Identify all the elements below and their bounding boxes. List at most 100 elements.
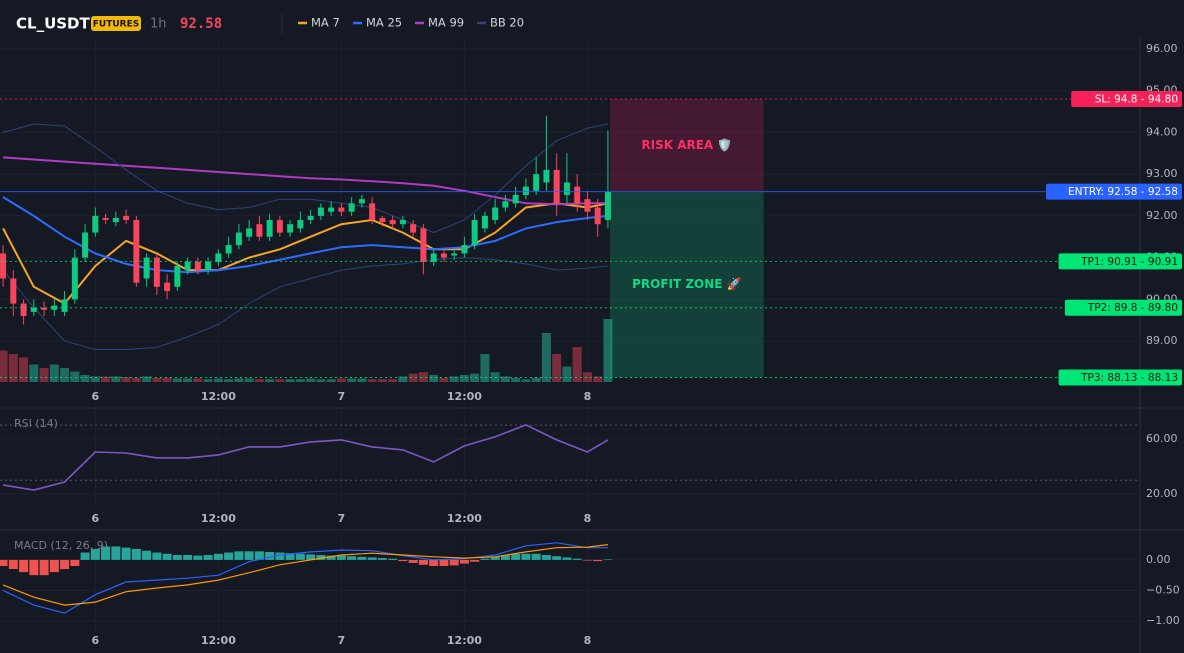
legend-label: MA 7 <box>311 16 340 30</box>
volume-bar <box>541 333 551 382</box>
candle-body <box>389 220 396 225</box>
y-tick-label: 94.00 <box>1146 125 1178 138</box>
histogram-bar <box>131 548 141 560</box>
histogram-bar <box>8 559 18 570</box>
zone <box>609 98 764 192</box>
histogram-bar <box>29 559 39 576</box>
volume-bar <box>500 376 510 382</box>
candle-body <box>553 169 560 204</box>
candle-body <box>584 199 591 212</box>
x-tick-label: 6 <box>92 512 100 525</box>
ma-line <box>2 196 609 274</box>
volume-bar <box>593 376 603 382</box>
x-tick-label: 12:00 <box>201 512 236 525</box>
bb-upper <box>2 123 609 234</box>
bb-lower <box>2 257 608 350</box>
candle-body <box>512 194 519 204</box>
candle-body <box>205 261 212 271</box>
candle-body <box>563 182 570 195</box>
price-label: TP2: 89.8 - 89.80 <box>1087 302 1178 314</box>
candle-body <box>492 207 499 221</box>
candle-body <box>215 253 222 262</box>
volume-bar <box>80 375 90 382</box>
plot-layer: 89.0090.0091.0092.0093.0094.0095.0096.00… <box>0 16 1182 647</box>
histogram-bar <box>285 553 295 560</box>
y-tick-label: 93.00 <box>1146 167 1178 180</box>
volume-bar <box>0 350 8 382</box>
histogram-bar <box>408 559 418 563</box>
candle-body <box>266 220 273 237</box>
histogram-bar <box>265 551 275 560</box>
candle-body <box>235 232 242 246</box>
candle-body <box>287 224 294 233</box>
volume-bar <box>183 378 193 382</box>
volume-bar <box>572 347 582 382</box>
candle-body <box>133 220 140 283</box>
volume-bar <box>29 364 39 382</box>
volume-bar <box>162 377 172 382</box>
histogram-bar <box>101 546 111 560</box>
histogram-bar <box>275 552 285 560</box>
volume-bar <box>203 379 213 382</box>
legend-label: BB 20 <box>490 16 524 30</box>
volume-bar <box>121 377 131 382</box>
volume-bar <box>234 378 244 382</box>
volume-bar <box>429 375 439 382</box>
histogram-bar <box>0 559 8 566</box>
candle-body <box>471 220 478 246</box>
candle-body <box>123 215 130 221</box>
zone-label: PROFIT ZONE 🚀 <box>632 277 742 291</box>
volume-bar <box>49 364 59 382</box>
badge-bg <box>91 16 141 31</box>
histogram-bar <box>398 559 408 562</box>
x-tick-label: 8 <box>584 634 592 647</box>
candle-body <box>194 261 201 271</box>
histogram-bar <box>367 557 377 560</box>
pane-title: MACD (12, 26, 9) <box>14 539 108 552</box>
price-label-bg <box>1058 369 1182 386</box>
candle-body <box>82 232 89 258</box>
histogram-bar <box>429 559 439 566</box>
price-label-bg <box>1046 183 1182 200</box>
histogram-bar <box>80 552 90 560</box>
candle-body <box>502 201 509 208</box>
histogram-bar <box>357 556 367 560</box>
histogram-bar <box>70 559 80 566</box>
legend-label: MA 25 <box>366 16 402 30</box>
histogram-bar <box>439 559 449 566</box>
histogram-bar <box>234 551 244 560</box>
histogram-bar <box>224 552 234 560</box>
candle-body <box>522 186 529 195</box>
histogram-bar <box>552 556 562 560</box>
volume-bar <box>582 372 592 382</box>
histogram-bar <box>213 553 223 560</box>
zone-label: RISK AREA 🛡️ <box>641 138 732 152</box>
volume-bar <box>60 368 70 382</box>
candle-body <box>307 215 314 221</box>
price-label-bg <box>1064 299 1182 316</box>
volume-bar <box>336 378 346 382</box>
histogram-bar <box>459 559 469 564</box>
volume-bar <box>306 378 316 382</box>
histogram-bar <box>480 558 490 560</box>
histogram-bar <box>111 546 121 560</box>
candle-body <box>246 228 253 237</box>
y-tick-label: 0.00 <box>1146 553 1171 566</box>
candle-body <box>604 191 611 221</box>
candle-body <box>184 261 191 271</box>
candle-body <box>420 228 427 262</box>
histogram-bar <box>377 558 387 560</box>
histogram-bar <box>500 555 510 560</box>
candle-body <box>276 220 283 233</box>
y-tick-label: 60.00 <box>1146 432 1178 445</box>
x-tick-label: 12:00 <box>447 512 482 525</box>
histogram-bar <box>19 559 29 573</box>
candle-body <box>410 224 417 233</box>
volume-bar <box>398 376 408 382</box>
candle-body <box>317 207 324 216</box>
histogram-bar <box>418 559 428 565</box>
price-label: ENTRY: 92.58 - 92.58 <box>1068 186 1178 198</box>
